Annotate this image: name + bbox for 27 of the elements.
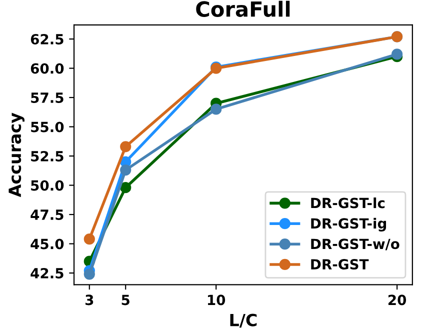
y-tick-label: 60.0 — [30, 63, 64, 74]
point — [120, 182, 132, 194]
y-tick-label: 52.5 — [31, 150, 64, 162]
y-tick-label: 47.5 — [30, 210, 64, 220]
legend-label: DR-GST — [311, 259, 369, 270]
x-tick-label: 20 — [388, 294, 406, 306]
y-tick-label: 55.0 — [31, 122, 64, 132]
y-tick-label: 42.5 — [30, 268, 64, 278]
y-tick-label: 45.0 — [30, 238, 64, 250]
point — [391, 48, 403, 60]
y-axis-title: Accuracy — [8, 112, 24, 198]
x-tick-label: 10 — [208, 294, 226, 306]
x-tick-label: 5 — [122, 294, 130, 306]
point — [84, 268, 95, 280]
x-axis-title: L/C — [230, 314, 257, 328]
point — [120, 164, 132, 176]
y-tick-label: 62.5 — [30, 34, 64, 44]
point — [84, 234, 95, 245]
x-tick-label: 3 — [86, 294, 94, 306]
chart-title: CoraFull — [196, 0, 290, 17]
y-tick-label: 57.5 — [31, 92, 64, 103]
legend-label: DR-GST-lc — [311, 198, 385, 208]
point — [210, 104, 222, 115]
y-tick-label: 50.0 — [31, 180, 64, 191]
legend-label: DR-GST-w/o — [311, 238, 400, 250]
legend-label: DR-GST-ig — [311, 218, 386, 232]
point — [120, 141, 132, 152]
